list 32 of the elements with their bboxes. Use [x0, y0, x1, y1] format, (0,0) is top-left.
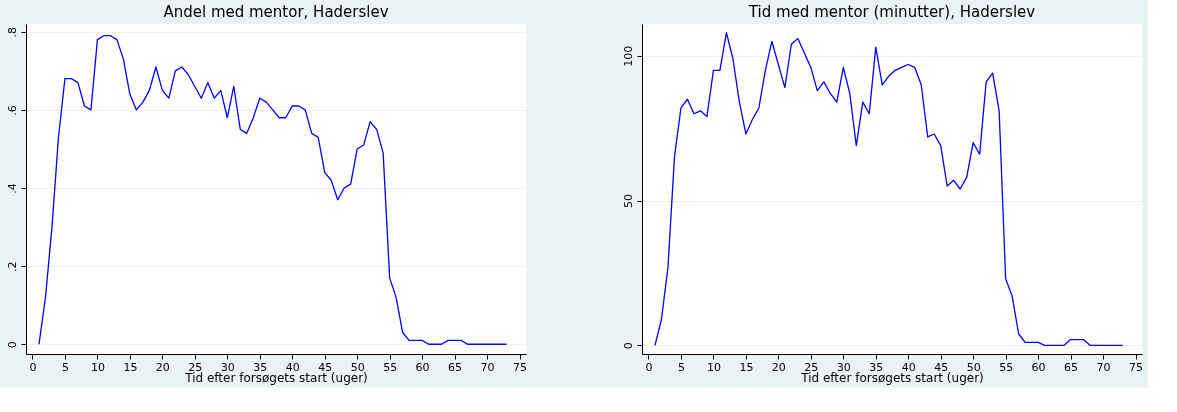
y-tick-label: 100 — [621, 45, 635, 67]
x-tick-label: 15 — [123, 360, 138, 374]
x-tick-label: 20 — [155, 360, 170, 374]
x-tick-label: 60 — [415, 360, 430, 374]
x-tick-label: 70 — [1096, 360, 1111, 374]
x-tick-label: 75 — [1129, 360, 1144, 374]
y-tick-label: .6 — [5, 105, 19, 116]
y-tick-label: .8 — [5, 27, 19, 38]
x-tick-label: 15 — [739, 360, 754, 374]
line-series — [38, 35, 508, 345]
x-tick-label: 70 — [480, 360, 495, 374]
y-tick-label: 0 — [621, 342, 635, 350]
x-tick-label: 60 — [1031, 360, 1046, 374]
y-tick-label: 0 — [5, 341, 19, 349]
x-tick-label: 10 — [90, 360, 105, 374]
x-tick-label: 55 — [999, 360, 1014, 374]
chart-title: Andel med mentor, Haderslev — [163, 3, 389, 21]
x-tick-label: 0 — [29, 360, 37, 374]
x-tick-label: 5 — [677, 360, 685, 374]
x-tick-label: 0 — [645, 360, 653, 374]
x-tick-label: 5 — [61, 360, 69, 374]
line-series — [654, 32, 1124, 346]
x-tick-label: 65 — [448, 360, 463, 374]
x-tick-label: 20 — [771, 360, 786, 374]
x-tick-label: 10 — [706, 360, 721, 374]
x-tick-label: 65 — [1064, 360, 1079, 374]
y-tick-label: 50 — [621, 194, 635, 209]
x-tick-label: 75 — [513, 360, 528, 374]
y-tick-label: .2 — [5, 261, 19, 272]
x-tick-label: 55 — [383, 360, 398, 374]
chart-title: Tid med mentor (minutter), Haderslev — [747, 3, 1036, 21]
y-tick-label: .4 — [5, 183, 19, 194]
